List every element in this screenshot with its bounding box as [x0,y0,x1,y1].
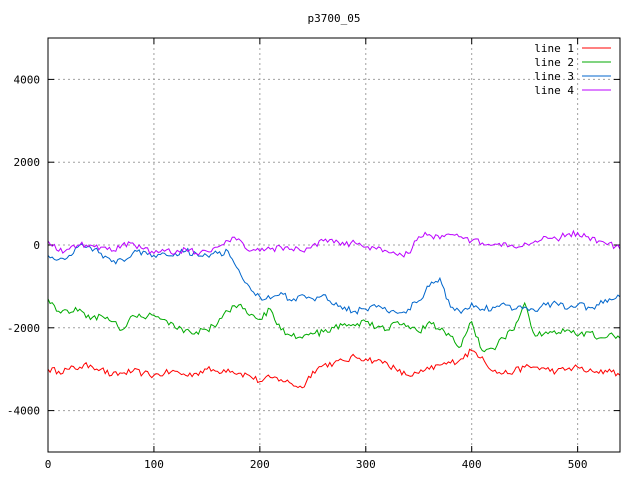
series-line-1 [47,348,621,389]
series-line-2 [47,298,621,353]
axis-ticks: -4000 -2000 0 2000 4000 0 100 200 300 400 500 [7,38,620,471]
y-tick-label: 0 [33,239,40,252]
x-tick-label: 500 [568,458,588,471]
legend-label: line 3 [534,70,574,83]
y-tick-label: -4000 [7,405,40,418]
plot-frame [47,37,621,453]
y-tick-label: 4000 [14,73,41,86]
y-tick-label: -2000 [7,322,40,335]
y-tick-label: 2000 [14,156,41,169]
x-tick-label: 100 [144,458,164,471]
x-tick-label: 300 [356,458,376,471]
legend-label: line 4 [534,84,574,97]
x-tick-label: 400 [462,458,482,471]
x-tick-label: 200 [250,458,270,471]
legend-label: line 1 [534,42,574,55]
series-lines [47,229,621,389]
x-tick-label: 0 [45,458,52,471]
chart-title: p3700_05 [308,12,361,25]
legend-label: line 2 [534,56,574,69]
series-line-4 [47,229,621,258]
series-line-3 [47,243,621,315]
